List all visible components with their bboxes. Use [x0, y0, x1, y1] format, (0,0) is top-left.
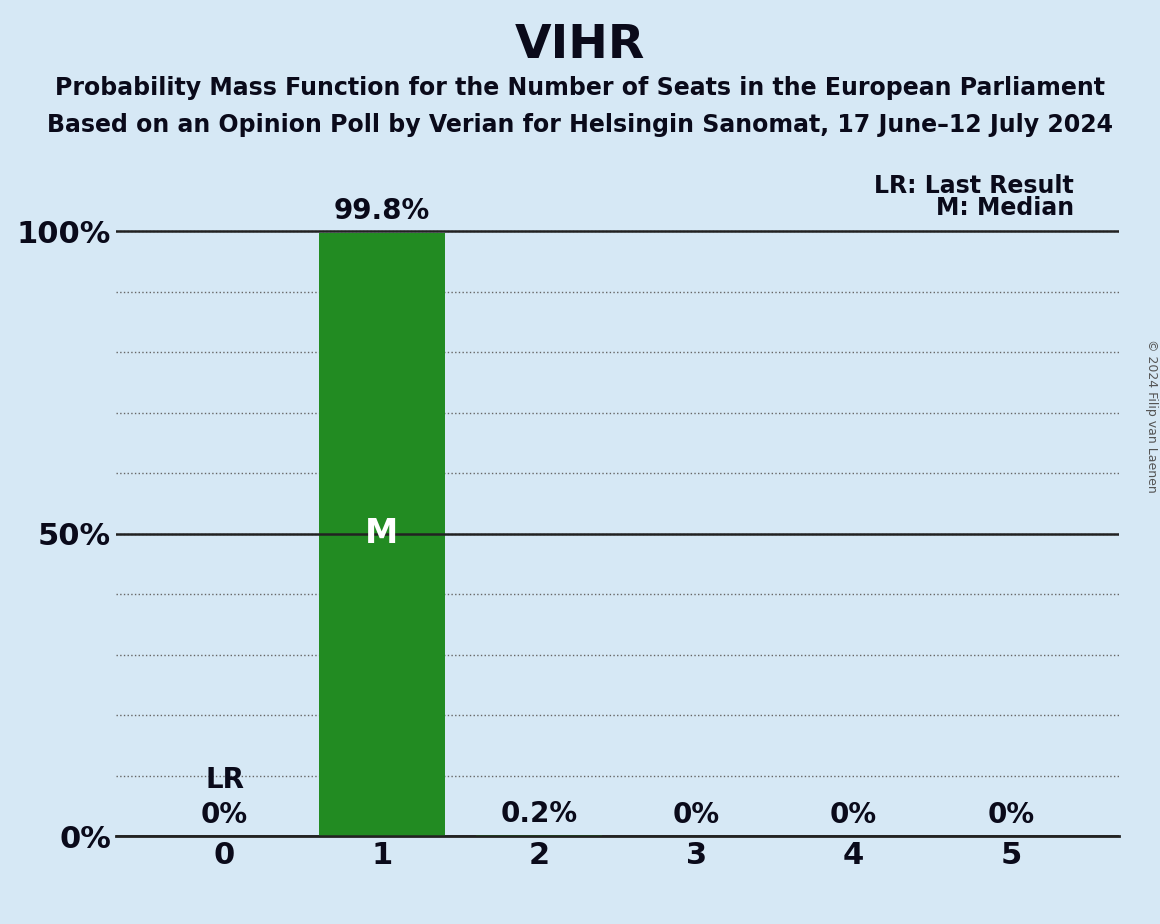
Text: 0%: 0%: [987, 801, 1035, 829]
Text: © 2024 Filip van Laenen: © 2024 Filip van Laenen: [1145, 339, 1159, 492]
Text: Probability Mass Function for the Number of Seats in the European Parliament: Probability Mass Function for the Number…: [55, 76, 1105, 100]
Text: 0%: 0%: [201, 801, 248, 829]
Text: Based on an Opinion Poll by Verian for Helsingin Sanomat, 17 June–12 July 2024: Based on an Opinion Poll by Verian for H…: [48, 113, 1112, 137]
Text: LR: Last Result: LR: Last Result: [873, 174, 1074, 198]
Text: 0%: 0%: [673, 801, 720, 829]
Text: 0%: 0%: [831, 801, 877, 829]
Text: 0.2%: 0.2%: [500, 800, 578, 828]
Text: M: M: [365, 517, 398, 551]
Bar: [319, 233, 444, 836]
Text: M: Median: M: Median: [936, 196, 1074, 220]
Bar: [476, 835, 602, 836]
Text: LR: LR: [205, 766, 244, 794]
Text: 99.8%: 99.8%: [334, 198, 430, 225]
Text: VIHR: VIHR: [515, 23, 645, 68]
